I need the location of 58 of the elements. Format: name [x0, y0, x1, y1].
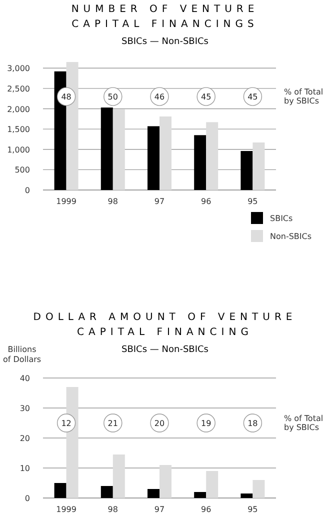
x-tick-label: 96	[201, 505, 212, 514]
annotation: 48	[61, 92, 72, 102]
bar	[112, 454, 125, 498]
bar	[54, 483, 66, 498]
y-tick-label: 2,500	[7, 84, 30, 94]
x-tick-label: 1999	[56, 505, 76, 514]
annotation: 12	[61, 419, 72, 428]
bar	[240, 151, 253, 190]
legend-label: SBICs	[270, 214, 293, 223]
x-tick-label: 97	[154, 197, 165, 206]
bar	[240, 494, 253, 498]
bar	[112, 109, 125, 190]
bar	[100, 486, 113, 498]
text: % of Total by SBICs	[284, 88, 324, 106]
annotation: 20	[154, 419, 165, 428]
y-tick-label: 3,000	[7, 64, 30, 74]
annotation: 21	[108, 419, 118, 428]
y-axis-title: Billions of Dollars	[2, 345, 42, 364]
y-tick-label: 2,000	[7, 104, 30, 114]
bar	[148, 489, 160, 498]
bar	[194, 492, 206, 498]
bar	[160, 116, 172, 190]
chart-subtitle: SBICs — Non-SBICs	[122, 37, 209, 47]
annotation: 50	[108, 92, 118, 102]
x-tick-label: 98	[108, 505, 118, 514]
bar	[100, 108, 113, 190]
chart-title: DOLLAR AMOUNT OF VENTURE CAPITAL FINANCING	[33, 312, 297, 338]
y-tick-label: 20	[20, 434, 30, 443]
bar	[206, 471, 218, 498]
x-tick-label: 1999	[56, 197, 76, 206]
annotation: 45	[201, 92, 212, 102]
y-tick-label: 30	[20, 404, 30, 413]
y-tick-label: 0	[24, 494, 30, 503]
bar	[252, 142, 265, 190]
y-tick-label: 1,000	[7, 145, 30, 154]
annotation: 18	[248, 419, 258, 428]
x-tick-label: 96	[201, 197, 212, 206]
bar	[252, 480, 265, 498]
y-tick-label: 0	[24, 186, 30, 195]
y-tick-label: 1,500	[7, 125, 30, 134]
legend-label: Non-SBICs	[270, 232, 312, 241]
y-tick-label: 500	[14, 166, 30, 175]
x-tick-label: 98	[108, 197, 118, 206]
y-tick-label: 40	[20, 374, 30, 383]
annotation: 45	[248, 92, 258, 102]
bar	[160, 465, 172, 498]
y-tick-label: 10	[20, 464, 30, 473]
annotation: 46	[154, 92, 165, 102]
x-tick-label: 95	[248, 197, 258, 206]
bar	[148, 126, 160, 190]
bar	[194, 135, 206, 190]
x-tick-label: 97	[154, 505, 165, 514]
text: % of Total by SBICs	[284, 414, 324, 432]
bar	[206, 122, 218, 190]
annotation: 19	[201, 419, 212, 428]
chart-title: NUMBER OF VENTURE CAPITAL FINANCINGS	[71, 4, 259, 30]
x-tick-label: 95	[248, 505, 258, 514]
chart-subtitle: SBICs — Non-SBICs	[122, 345, 209, 355]
